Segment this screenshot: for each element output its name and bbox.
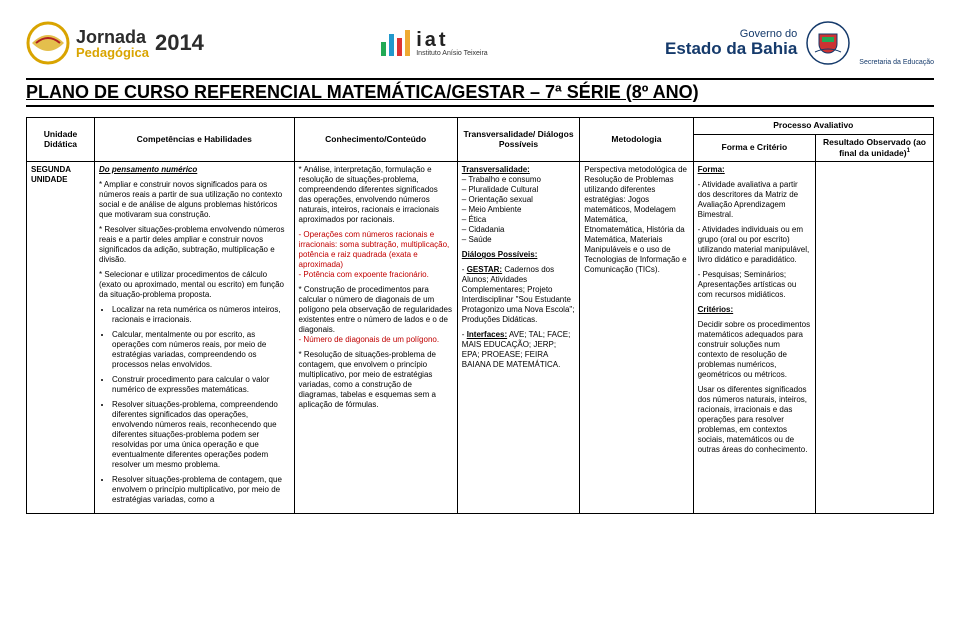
th-forma: Forma e Critério [693, 134, 815, 161]
col2-b5: Resolver situações-problema de contagem,… [112, 475, 290, 505]
th-resultado-text: Resultado Observado (ao final da unidade… [823, 137, 926, 158]
unit-cell: SEGUNDA UNIDADE [27, 162, 95, 514]
logo-iat: iat Instituto Anísio Teixeira [381, 30, 487, 57]
col6-p5: Usar os diferentes significados dos núme… [698, 385, 811, 455]
col6-h2: Critérios: [698, 305, 734, 314]
jornada-icon [26, 21, 70, 65]
curriculum-table: Unidade Didática Competências e Habilida… [26, 117, 934, 514]
col6-p2: - Atividades individuais ou em grupo (or… [698, 225, 811, 265]
col2-bullets: Localizar na reta numérica os números in… [99, 305, 290, 505]
col6-p3: - Pesquisas; Seminários; Apresentações a… [698, 270, 811, 300]
col4-h1: Transversalidade: [462, 165, 530, 174]
col3-r1: - Operações com números racionais e irra… [299, 230, 453, 270]
col2-p1: * Ampliar e construir novos significados… [99, 180, 290, 220]
forma-cell: Forma: - Atividade avaliativa a partir d… [693, 162, 815, 514]
col4-h2: Diálogos Possíveis: [462, 250, 538, 259]
th-resultado-sup: 1 [907, 148, 910, 154]
col2-b3: Construir procedimento para calcular o v… [112, 375, 290, 395]
competencias-cell: Do pensamento numérico * Ampliar e const… [95, 162, 295, 514]
logo-jornada: Jornada Pedagógica 2014 [26, 21, 204, 65]
header-row-1: Unidade Didática Competências e Habilida… [27, 118, 934, 135]
col4-t7: – Saúde [462, 235, 575, 245]
col2-b2: Calcular, mentalmente ou por escrito, as… [112, 330, 290, 370]
jp-line2: Pedagógica [76, 46, 149, 59]
col3-r2: - Potência com expoente fracionário. [299, 270, 453, 280]
content-row: SEGUNDA UNIDADE Do pensamento numérico *… [27, 162, 934, 514]
th-resultado: Resultado Observado (ao final da unidade… [816, 134, 934, 161]
col3-p3: * Resolução de situações-problema de con… [299, 350, 453, 410]
th-metodologia: Metodologia [580, 118, 693, 162]
col4-d1: - GESTAR: Cadernos dos Alunos; Atividade… [462, 265, 575, 325]
th-transversalidade: Transversalidade/ Diálogos Possíveis [457, 118, 579, 162]
title-bar: PLANO DE CURSO REFERENCIAL MATEMÁTICA/GE… [26, 78, 934, 107]
iat-line2: Instituto Anísio Teixeira [416, 50, 487, 57]
jp-year: 2014 [155, 30, 204, 56]
col4-t4: – Meio Ambiente [462, 205, 575, 215]
col6-p4: Decidir sobre os procedimentos matemátic… [698, 320, 811, 380]
col4-t1: – Trabalho e consumo [462, 175, 575, 185]
col2-b4: Resolver situações-problema, compreenden… [112, 400, 290, 470]
col4-t5: – Ética [462, 215, 575, 225]
gov-line2: Estado da Bahia [665, 40, 797, 59]
th-conhecimento: Conhecimento/Conteúdo [294, 118, 457, 162]
gov-seal-icon [805, 20, 851, 66]
col3-r3: - Número de diagonais de um polígono. [299, 335, 453, 345]
col2-b1: Localizar na reta numérica os números in… [112, 305, 290, 325]
col3-p1: * Análise, interpretação, formulação e r… [299, 165, 453, 225]
iat-line1: iat [416, 30, 487, 50]
gov-sub: Secretaria da Educação [859, 59, 934, 66]
gov-line1: Governo do [740, 28, 797, 40]
jp-line1: Jornada [76, 28, 149, 46]
metodologia-cell: Perspectiva metodológica de Resolução de… [580, 162, 693, 514]
conhecimento-cell: * Análise, interpretação, formulação e r… [294, 162, 457, 514]
col3-p2: * Construção de procedimentos para calcu… [299, 285, 453, 335]
th-competencias: Competências e Habilidades [95, 118, 295, 162]
iat-icon [381, 30, 410, 56]
col2-heading: Do pensamento numérico [99, 165, 197, 174]
col6-h: Forma: [698, 165, 725, 174]
logo-governo: Governo do Estado da Bahia Secretaria da… [665, 20, 934, 66]
col4-t2: – Pluralidade Cultural [462, 185, 575, 195]
col4-d2: - Interfaces: AVE; TAL; FACE; MAIS EDUCA… [462, 330, 575, 370]
col2-p2: * Resolver situações-problema envolvendo… [99, 225, 290, 265]
col4-t3: – Orientação sexual [462, 195, 575, 205]
page-title: PLANO DE CURSO REFERENCIAL MATEMÁTICA/GE… [26, 82, 699, 102]
col6-p1: - Atividade avaliativa a partir dos desc… [698, 180, 811, 220]
col5-p: Perspectiva metodológica de Resolução de… [584, 165, 688, 275]
th-processo: Processo Avaliativo [693, 118, 933, 135]
th-unidade: Unidade Didática [27, 118, 95, 162]
header-logos: Jornada Pedagógica 2014 iat Instituto An… [26, 14, 934, 72]
resultado-cell [816, 162, 934, 514]
transversalidade-cell: Transversalidade: – Trabalho e consumo –… [457, 162, 579, 514]
col2-p3: * Selecionar e utilizar procedimentos de… [99, 270, 290, 300]
col4-t6: – Cidadania [462, 225, 575, 235]
